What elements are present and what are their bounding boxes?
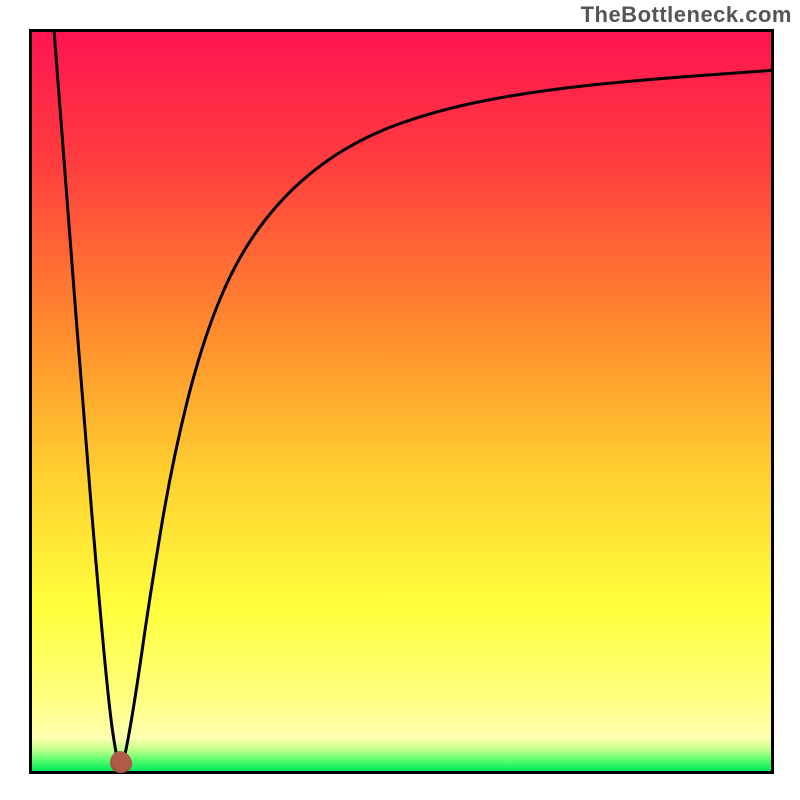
gradient-background xyxy=(32,32,771,771)
plot-frame xyxy=(29,29,774,774)
chart-container: TheBottleneck.com xyxy=(0,0,800,800)
watermark-text: TheBottleneck.com xyxy=(581,2,792,28)
